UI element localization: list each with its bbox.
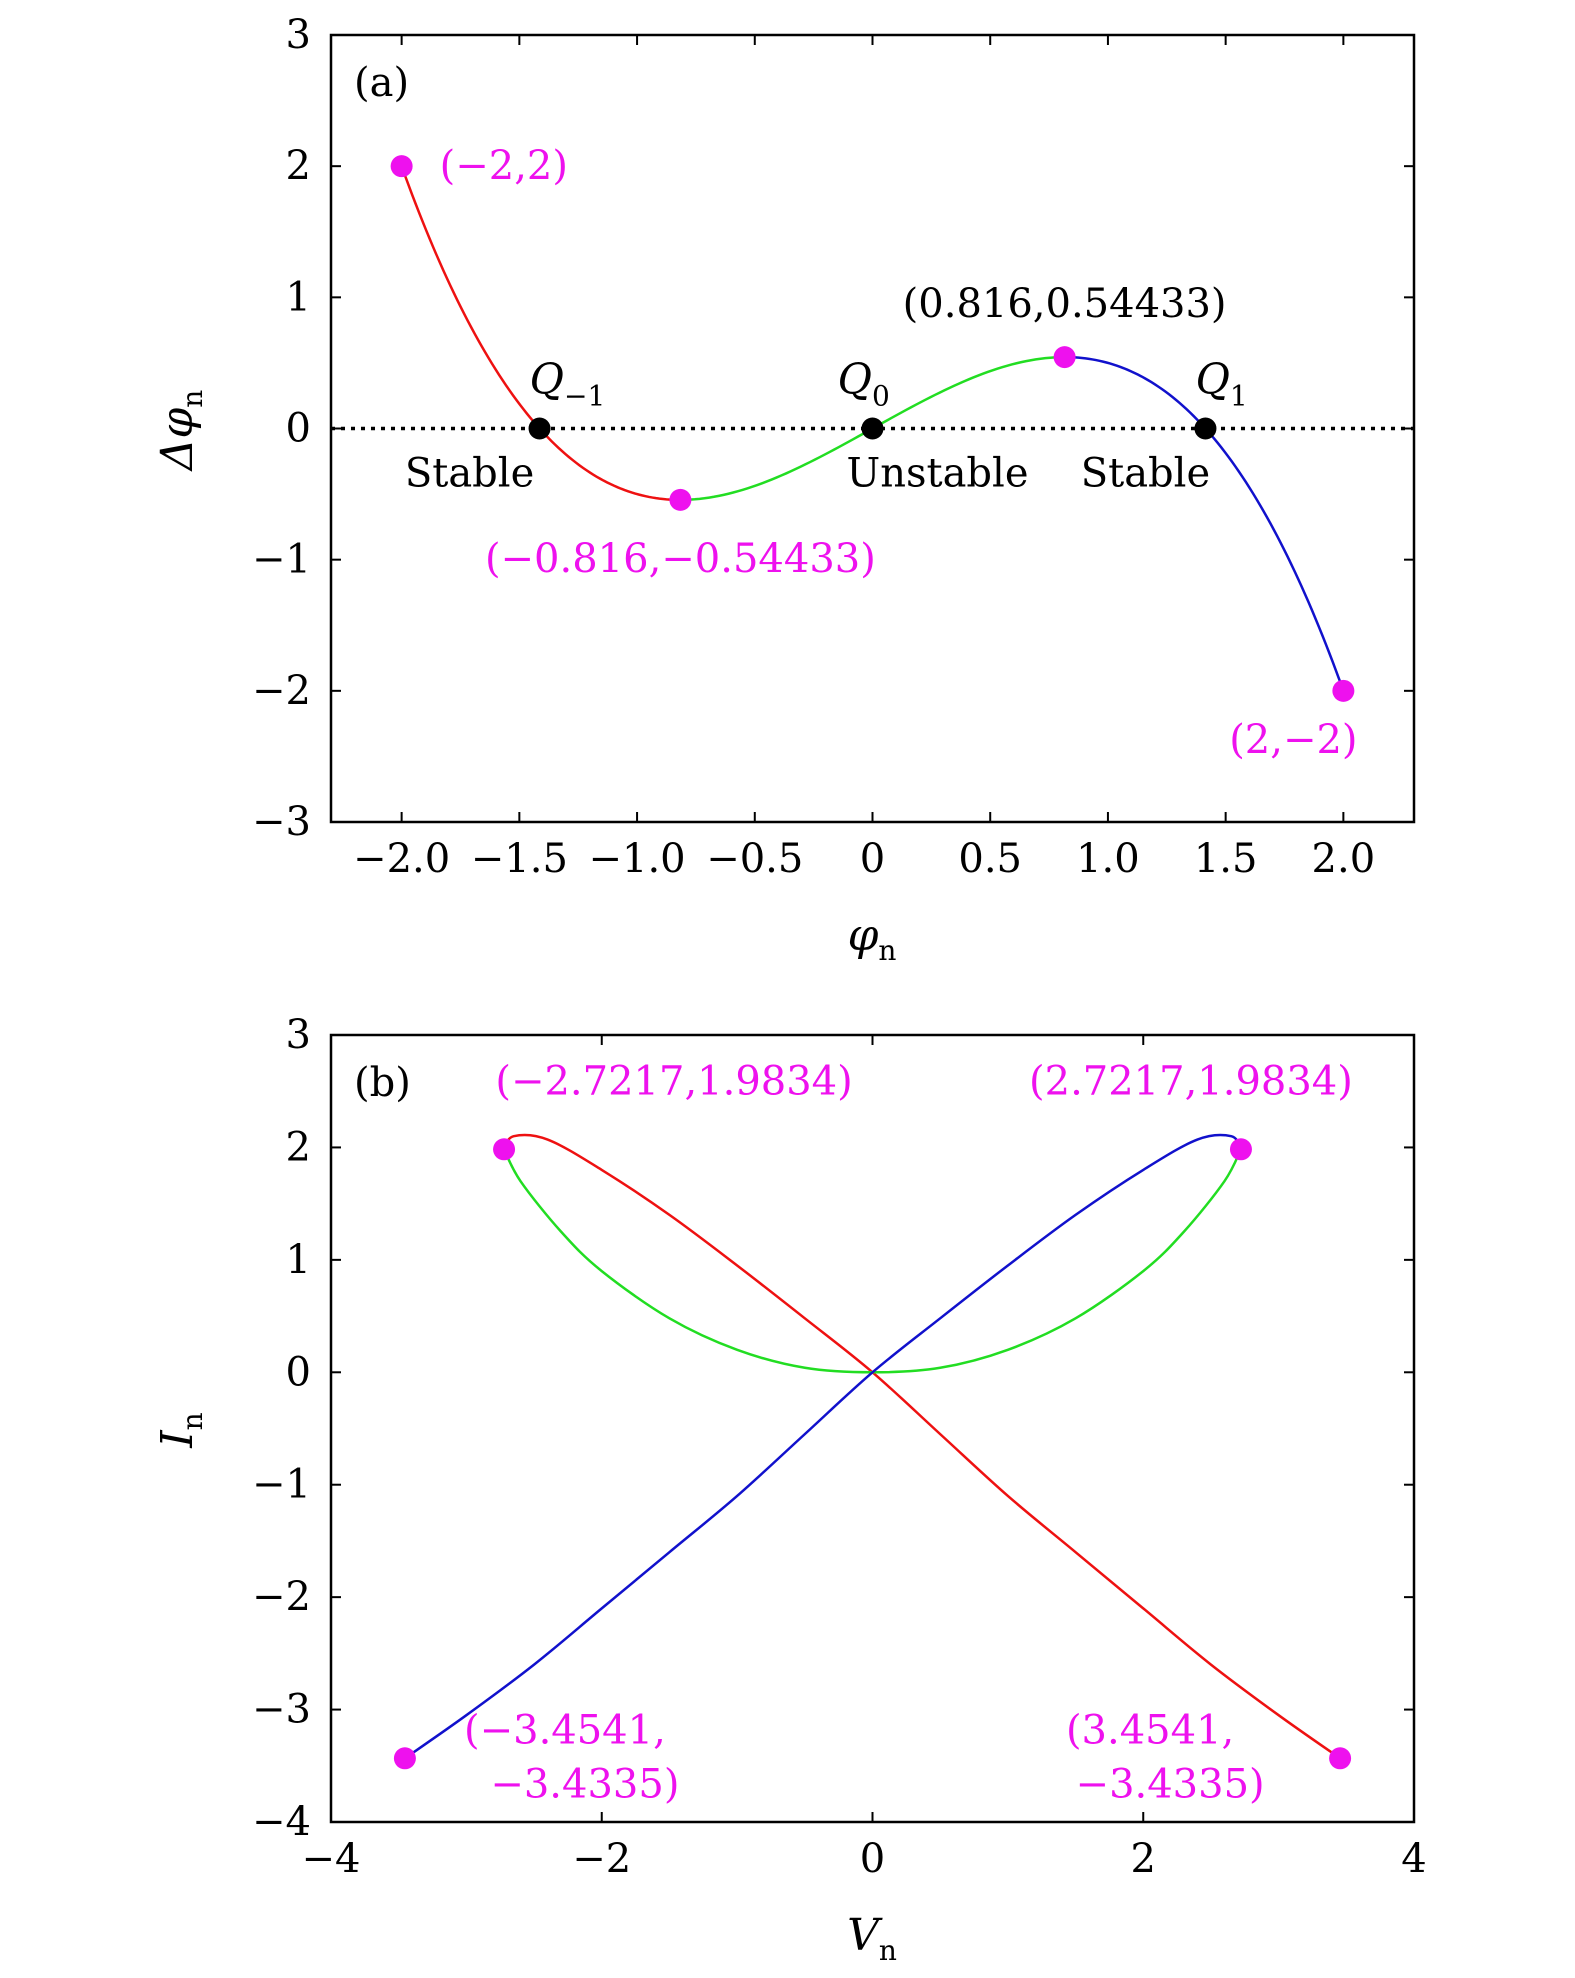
extremum-label: −3.4335) xyxy=(1076,1761,1265,1807)
extremum-point xyxy=(1329,1747,1352,1770)
panel-a-xtick-label: 0 xyxy=(860,836,885,882)
panel-a-ytick-label: −2 xyxy=(252,668,311,714)
panel-a-ytick-label: 2 xyxy=(286,143,311,189)
extremum-point xyxy=(493,1138,516,1161)
panel-a-ticks: −2.0 −1.5 −1.0 −0.5 0 0.5 1.0 1.5 2.0 −3 −2 −1 0 1 2 3 xyxy=(252,12,1414,882)
panel-a-xtick-label: 1.5 xyxy=(1194,836,1258,882)
panel-b-xtick-label: 0 xyxy=(860,1836,885,1882)
stability-label: Unstable xyxy=(847,451,1029,497)
extremum-label: (−0.816,−0.54433) xyxy=(485,536,876,582)
extremum-label: (−2.7217,1.9834) xyxy=(495,1058,852,1104)
panel-b-ytick-label: −1 xyxy=(252,1462,311,1508)
panel-b-ytick-label: 1 xyxy=(286,1237,311,1283)
panel-b-ytick-label: −4 xyxy=(252,1799,311,1845)
extremum-label: (2,−2) xyxy=(1229,717,1357,763)
panel-a-ytick-label: 1 xyxy=(286,274,311,320)
panel-a-xtick-label: 2.0 xyxy=(1312,836,1376,882)
extremum-label: (−3.4541, xyxy=(464,1707,666,1753)
panel-b-xtick-label: −4 xyxy=(302,1836,361,1882)
extremum-label: (3.4541, xyxy=(1066,1707,1234,1753)
panel-a-ylabel: Δφn xyxy=(152,390,209,473)
extremum-point xyxy=(1332,679,1355,702)
stability-label: Stable xyxy=(405,451,534,497)
panel-b-ytick-label: −3 xyxy=(252,1687,311,1733)
panel-b-plot-area: (−2.7217,1.9834) (2.7217,1.9834) (−3.4541,… xyxy=(393,1058,1353,1807)
panel-a-xtick-label: −0.5 xyxy=(706,836,803,882)
panel-a-ytick-label: 0 xyxy=(286,406,311,452)
panel-b-xtick-label: 2 xyxy=(1131,1836,1156,1882)
panel-b-xtick-label: −2 xyxy=(572,1836,631,1882)
equilibrium-point xyxy=(1194,417,1217,440)
panel-b-frame xyxy=(329,1033,1416,1824)
equilibrium-point xyxy=(528,417,551,440)
extremum-point xyxy=(393,1747,416,1770)
panel-a-label: (a) xyxy=(354,60,409,106)
panel-b-series-2 xyxy=(404,1133,1243,1760)
panel-b-ylabel: In xyxy=(152,1412,209,1448)
panel-a-plot-area: Q−1 Stable Q0 Unstable Q1 Stable (−2,2) (−0.816… xyxy=(331,143,1414,763)
extremum-point xyxy=(669,488,692,511)
extremum-label: (2.7217,1.9834) xyxy=(1029,1058,1353,1104)
panel-b-ytick-label: 2 xyxy=(286,1124,311,1170)
panel-a-xlabel: φn xyxy=(848,910,897,967)
extremum-label: (−2,2) xyxy=(440,143,568,189)
panel-b-xlabel: Vn xyxy=(847,1910,897,1967)
panel-b-ytick-label: 0 xyxy=(286,1349,311,1395)
panel-b-xtick-label: 4 xyxy=(1401,1836,1426,1882)
panel-a-ytick-label: −1 xyxy=(252,537,311,583)
extremum-label: −3.4335) xyxy=(490,1761,679,1807)
panel-a-xtick-label: −1.0 xyxy=(588,836,685,882)
extremum-point xyxy=(390,155,413,178)
equilibrium-point xyxy=(861,417,884,440)
panel-a-ytick-label: −3 xyxy=(252,799,311,845)
panel-a-xtick-label: 1.0 xyxy=(1076,836,1140,882)
panel-a-xtick-label: 0.5 xyxy=(958,836,1022,882)
panel-a-chart: Q−1 Stable Q0 Unstable Q1 Stable (−2,2) (−0.816… xyxy=(152,12,1416,967)
panel-b-ticks: −4 −2 0 2 4 −4 −3 −2 −1 0 1 2 3 xyxy=(252,1012,1427,1882)
panel-b-ytick-label: 3 xyxy=(286,1012,311,1058)
panel-b-series-0 xyxy=(502,1133,1341,1760)
panel-a-xtick-label: −2.0 xyxy=(353,836,450,882)
extremum-label: (0.816,0.54433) xyxy=(903,281,1227,327)
panel-b-chart: (−2.7217,1.9834) (2.7217,1.9834) (−3.4541,… xyxy=(152,1012,1427,1967)
extremum-point xyxy=(1229,1138,1252,1161)
equilibrium-label: Q0 xyxy=(838,355,890,413)
extremum-point xyxy=(1053,346,1076,369)
equilibrium-label: Q1 xyxy=(1195,355,1247,413)
panel-a-xtick-label: −1.5 xyxy=(471,836,568,882)
equilibrium-label: Q−1 xyxy=(530,355,606,413)
panel-b-series-1 xyxy=(502,1148,1243,1374)
stability-label: Stable xyxy=(1081,451,1210,497)
panel-a-series-2 xyxy=(1064,355,1345,692)
panel-b-ytick-label: −2 xyxy=(252,1574,311,1620)
panel-a-ytick-label: 3 xyxy=(286,12,311,58)
panel-b-label: (b) xyxy=(354,1060,411,1106)
